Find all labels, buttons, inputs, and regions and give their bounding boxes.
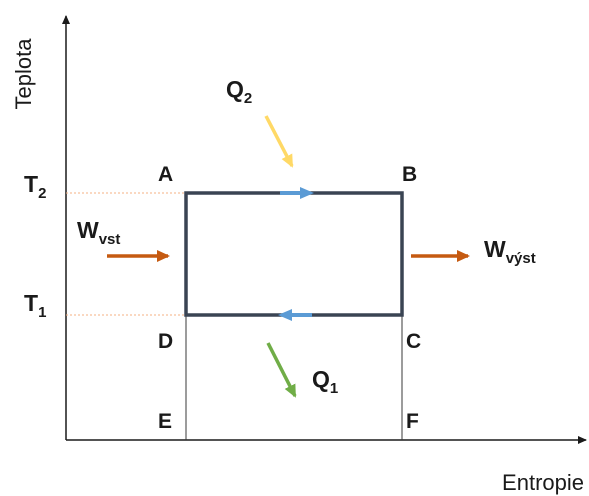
heat-out-label: Q1 xyxy=(312,366,338,397)
point-b-label: B xyxy=(402,163,417,186)
point-c-label: C xyxy=(406,330,421,353)
point-d-label: D xyxy=(158,330,173,353)
t2-label: T2 xyxy=(24,171,46,202)
work-in-label: Wvst xyxy=(77,217,120,248)
heat-out-arrow xyxy=(266,342,297,398)
t1-label: T1 xyxy=(24,290,46,321)
y-axis-label: Teplota xyxy=(11,38,36,110)
flow-arrow-top xyxy=(280,187,314,199)
point-f-label: F xyxy=(406,410,419,433)
point-a-label: A xyxy=(158,163,173,186)
cycle-rectangle xyxy=(184,191,404,317)
work-out-label: Wvýst xyxy=(484,236,536,267)
x-axis-label: Entropie xyxy=(502,470,584,495)
heat-in-arrow xyxy=(264,115,294,168)
flow-arrow-bottom xyxy=(278,309,312,321)
heat-in-label: Q2 xyxy=(226,76,252,107)
point-e-label: E xyxy=(158,410,172,433)
